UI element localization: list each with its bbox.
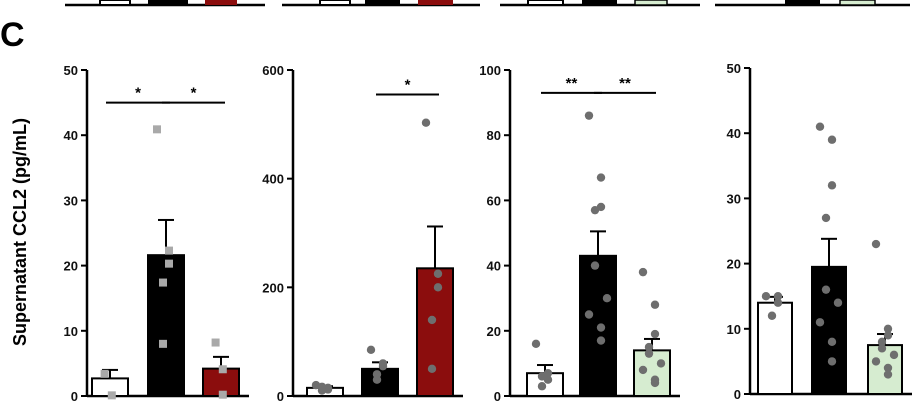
chart-panel-2: 0 200 400 600 *	[262, 63, 463, 403]
bar	[811, 265, 847, 395]
significance-label: *	[191, 85, 197, 102]
data-point	[644, 349, 654, 358]
data-point	[596, 173, 606, 182]
data-point	[638, 365, 648, 375]
data-point	[883, 370, 893, 379]
data-point	[656, 359, 666, 368]
data-point	[767, 311, 777, 320]
data-point	[421, 118, 431, 127]
data-point	[827, 357, 837, 366]
data-point	[650, 378, 660, 388]
significance-label: **	[619, 75, 631, 92]
y-tick-label: 50	[64, 63, 78, 78]
significance-label: *	[135, 85, 141, 102]
data-point	[537, 382, 547, 391]
chart-panel-1: 0 10 20 30 40 50 * *	[64, 63, 249, 403]
data-point	[218, 365, 227, 374]
y-tick-label: 40	[64, 128, 78, 143]
y-tick-label: 10	[727, 322, 741, 337]
data-point	[833, 298, 843, 307]
data-point	[165, 259, 173, 268]
data-point	[433, 283, 443, 292]
data-point	[153, 125, 161, 134]
data-point	[883, 331, 893, 340]
top-remnant	[65, 0, 910, 7]
data-point	[317, 386, 327, 395]
data-point	[871, 357, 881, 366]
data-point	[218, 390, 227, 399]
data-point	[815, 122, 825, 131]
data-point	[584, 310, 594, 319]
y-tick-label: 40	[727, 126, 741, 141]
data-point	[427, 364, 437, 374]
y-tick-label: 0	[734, 387, 741, 402]
y-tick-label: 80	[487, 128, 501, 143]
data-point	[366, 345, 376, 355]
y-tick-label: 20	[64, 259, 78, 274]
data-point	[883, 324, 893, 333]
data-point	[165, 246, 173, 255]
data-point	[537, 372, 547, 381]
y-tick-label: 20	[727, 257, 741, 272]
data-point	[531, 339, 541, 349]
y-tick-label: 40	[487, 259, 501, 274]
y-tick-label: 60	[487, 193, 501, 208]
data-point	[100, 369, 109, 378]
data-point	[590, 261, 600, 270]
data-point	[827, 135, 837, 144]
data-point	[821, 285, 831, 294]
data-point	[821, 213, 831, 223]
data-point	[596, 336, 606, 345]
data-point	[596, 323, 606, 332]
data-point	[590, 205, 600, 215]
bar	[633, 349, 671, 397]
data-point	[877, 344, 887, 353]
data-point	[107, 391, 116, 400]
chart-panel-4: 0 10 20 30 40 50	[727, 61, 912, 402]
data-point	[773, 292, 783, 301]
y-tick-label: 50	[727, 61, 741, 76]
data-point	[650, 329, 660, 339]
significance-label: **	[566, 75, 578, 92]
data-point	[877, 337, 887, 347]
data-point	[650, 300, 660, 309]
y-tick-label: 200	[262, 280, 284, 295]
chart-panel-3: 0 20 40 60 80 100 ** **	[479, 63, 680, 403]
y-tick-label: 10	[64, 324, 78, 339]
data-point	[644, 342, 654, 352]
data-point	[159, 339, 167, 348]
y-tick-label: 30	[64, 193, 78, 208]
data-point	[773, 298, 783, 307]
data-point	[883, 363, 893, 373]
data-point	[761, 292, 771, 301]
data-point	[815, 318, 825, 327]
data-point	[427, 315, 437, 325]
y-tick-label: 0	[277, 389, 284, 403]
y-tick-label: 0	[494, 389, 501, 403]
y-tick-label: 30	[727, 191, 741, 206]
y-tick-label: 20	[487, 324, 501, 339]
data-point	[372, 375, 382, 384]
significance-label: *	[405, 76, 411, 93]
data-point	[211, 338, 220, 347]
y-tick-label: 400	[262, 172, 284, 187]
data-point	[638, 267, 648, 277]
y-tick-label: 600	[262, 63, 284, 78]
y-tick-label: 100	[479, 63, 501, 78]
data-point	[889, 350, 899, 360]
panel-letter: C	[0, 16, 25, 54]
data-point	[378, 361, 388, 371]
data-point	[159, 278, 167, 287]
y-axis-label: Supernatant CCL2 (pg/mL)	[10, 118, 30, 346]
y-tick-label: 0	[71, 389, 78, 403]
data-point	[827, 181, 837, 190]
data-point	[602, 294, 612, 303]
data-point	[433, 269, 443, 278]
data-point	[584, 111, 594, 120]
data-point	[827, 337, 837, 347]
data-point	[871, 239, 881, 249]
bar	[147, 254, 185, 397]
